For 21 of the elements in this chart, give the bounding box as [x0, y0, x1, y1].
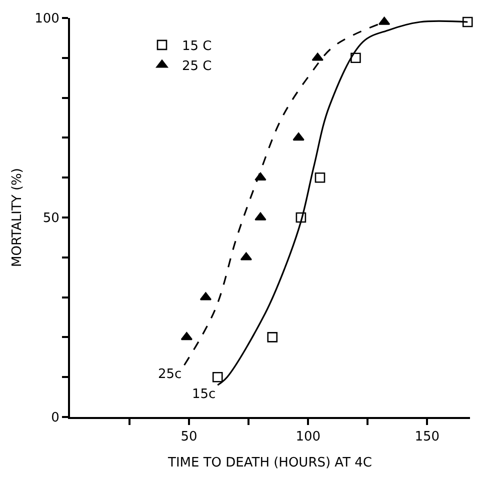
y-tick-label: 100 — [34, 12, 60, 27]
legend-label: 15 C — [182, 38, 212, 54]
point — [296, 212, 306, 223]
x-tick-label: 100 — [296, 430, 321, 445]
annotation: 25c — [158, 367, 182, 382]
point — [212, 372, 223, 382]
point — [312, 52, 324, 61]
point — [350, 52, 361, 64]
point — [254, 212, 266, 220]
y-tick-label: 50 — [42, 211, 60, 226]
x-axis-title: TIME TO DEATH (HOURS) AT 4C — [167, 456, 372, 471]
annotation: 15c — [192, 387, 216, 402]
x-tick-label: 150 — [414, 430, 440, 445]
point — [462, 16, 473, 28]
point — [292, 132, 304, 141]
point — [314, 172, 326, 183]
x-tick-label: 50 — [180, 430, 198, 445]
y-tick-label: 0 — [51, 410, 60, 426]
point — [267, 332, 278, 342]
legend-label: 25 C — [182, 58, 212, 74]
y-axis-title: MORTALITY (%) — [10, 168, 26, 267]
